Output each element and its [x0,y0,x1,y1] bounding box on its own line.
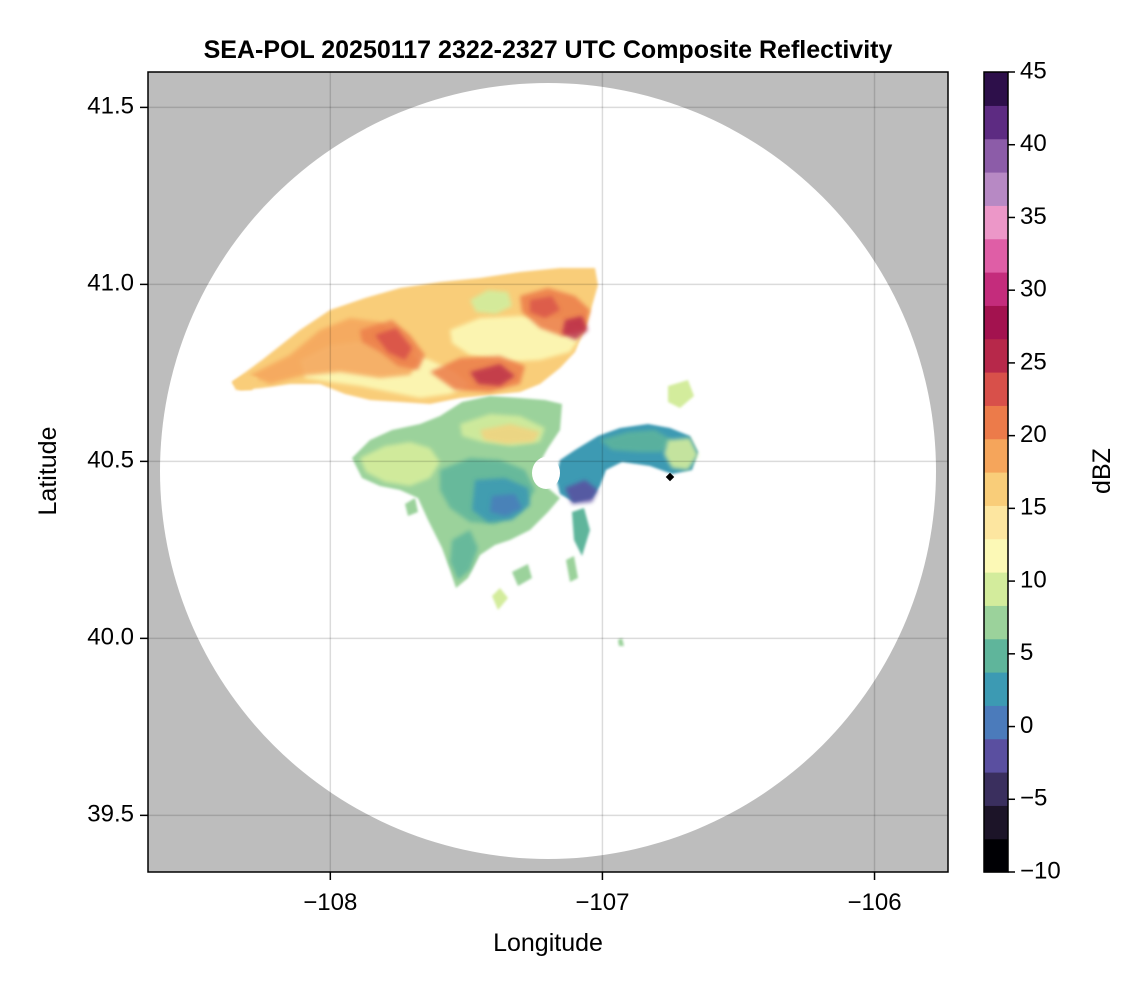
colorbar-segment [984,505,1008,540]
colorbar-tick-label: 40 [1020,130,1047,157]
plot-frame [147,71,949,873]
colorbar-label: dBZ [1088,448,1116,494]
colorbar-segment [984,72,1008,106]
colorbar: −10 −5 0 5 10 15 20 25 30 35 40 45 dBZ [983,57,1116,884]
chart-title: SEA-POL 20250117 2322-2327 UTC Composite… [204,36,893,64]
colorbar-segment [984,438,1008,473]
colorbar-segment [984,205,1008,240]
echo-central-cluster [352,396,562,610]
x-tick-label: −106 [847,889,901,916]
colorbar-segment [984,105,1008,140]
colorbar-tick-label: 10 [1020,566,1047,593]
reflectivity-echoes [232,268,698,646]
y-axis: 39.5 40.0 40.5 41.0 41.5 Latitude [34,93,148,828]
y-tick-label: 41.5 [87,93,134,120]
colorbar-segment [984,338,1008,373]
colorbar-segment [984,805,1008,840]
colorbar-tick-label: −5 [1020,785,1047,812]
colorbar-ticks: −10 −5 0 5 10 15 20 25 30 35 40 45 [1008,57,1061,884]
colorbar-segments [984,72,1008,873]
colorbar-segment [984,705,1008,740]
colorbar-tick-label: −10 [1020,857,1061,884]
colorbar-tick-label: 45 [1020,57,1047,84]
y-tick-label: 40.0 [87,624,134,651]
colorbar-segment [984,672,1008,706]
colorbar-segment [984,772,1008,806]
colorbar-tick-label: 0 [1020,712,1033,739]
colorbar-tick-label: 25 [1020,348,1047,375]
colorbar-segment [984,138,1008,173]
y-tick-label: 41.0 [87,270,134,297]
colorbar-tick-label: 5 [1020,639,1033,666]
colorbar-segment [984,538,1008,573]
colorbar-segment [984,372,1008,406]
colorbar-segment [984,405,1008,440]
colorbar-segment [984,738,1008,773]
x-axis: −108 −107 −106 Longitude [303,872,902,957]
colorbar-segment [984,638,1008,673]
grid [148,72,948,872]
colorbar-segment [984,472,1008,506]
x-tick-label: −108 [303,889,357,916]
echo-northern-band [232,268,598,404]
y-tick-label: 40.5 [87,447,134,474]
radar-blind-spot [532,457,560,489]
site-marker [665,472,675,482]
x-tick-label: −107 [575,889,629,916]
echo-eastern-cluster [556,380,698,646]
colorbar-segment [984,572,1008,606]
colorbar-segment [984,838,1008,873]
colorbar-segment [984,272,1008,306]
y-tick-label: 39.5 [87,801,134,828]
x-axis-label: Longitude [493,929,603,957]
colorbar-segment [984,238,1008,273]
colorbar-segment [984,605,1008,640]
colorbar-tick-label: 30 [1020,276,1047,303]
colorbar-segment [984,172,1008,206]
colorbar-tick-label: 35 [1020,203,1047,230]
colorbar-tick-label: 20 [1020,421,1047,448]
colorbar-frame [983,71,1009,873]
colorbar-tick-label: 15 [1020,494,1047,521]
colorbar-segment [984,305,1008,340]
y-axis-label: Latitude [34,427,62,516]
